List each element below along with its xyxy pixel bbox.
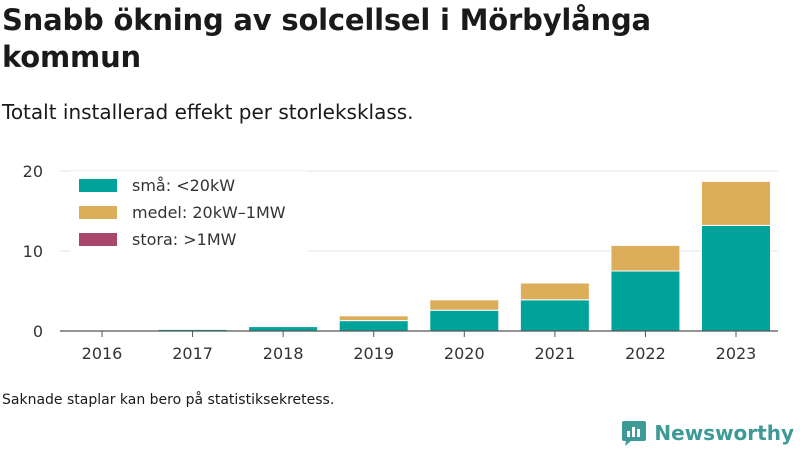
bar-segment	[701, 180, 771, 226]
bar-segment	[338, 320, 409, 332]
newsworthy-logo-icon	[622, 421, 647, 446]
x-tick-label: 2020	[444, 344, 485, 363]
bars	[67, 180, 771, 332]
bar-segment	[519, 282, 590, 301]
x-axis-ticks: 2016 2017 2018 2019 2020 2021 2022 2023	[82, 331, 757, 363]
legend-label: stora: >1MW	[132, 230, 237, 249]
y-tick-label: 10	[23, 242, 43, 261]
chart-title: Snabb ökning av solcellsel i Mörbylånga …	[2, 3, 651, 74]
bar-segment	[519, 299, 590, 332]
y-tick-label: 20	[23, 162, 43, 181]
x-tick-label: 2017	[172, 344, 213, 363]
x-tick-label: 2021	[534, 344, 575, 363]
y-axis-ticks: 0 10 20	[23, 162, 43, 341]
legend-swatch	[79, 233, 117, 246]
bar-segment	[248, 326, 319, 332]
x-tick-label: 2018	[263, 344, 304, 363]
x-tick-label: 2016	[82, 344, 123, 363]
legend-label: medel: 20kW–1MW	[132, 203, 286, 222]
legend-swatch	[79, 179, 117, 192]
x-tick-label: 2022	[625, 344, 666, 363]
x-tick-label: 2023	[716, 344, 757, 363]
footnote: Saknade staplar kan bero på statistiksek…	[2, 392, 335, 408]
brand-logo: Newsworthy	[621, 418, 794, 448]
x-tick-label: 2019	[353, 344, 394, 363]
legend: små: <20kW medel: 20kW–1MW stora: >1MW	[70, 171, 308, 257]
stacked-bar-chart: 0 10 20 2016 2017 2018 2019 2020 2021 2022 2023 s…	[23, 162, 778, 363]
legend-label: små: <20kW	[132, 176, 235, 195]
legend-swatch	[79, 206, 117, 219]
brand-name: Newsworthy	[654, 421, 794, 445]
bar-segment	[429, 309, 500, 332]
bar-segment	[338, 315, 409, 322]
y-tick-label: 0	[33, 322, 43, 341]
bar-segment	[610, 270, 681, 332]
chart-subtitle: Totalt installerad effekt per storlekskl…	[2, 100, 414, 124]
bar-segment	[429, 299, 500, 311]
bar-segment	[701, 224, 771, 332]
bar-segment	[610, 244, 681, 272]
